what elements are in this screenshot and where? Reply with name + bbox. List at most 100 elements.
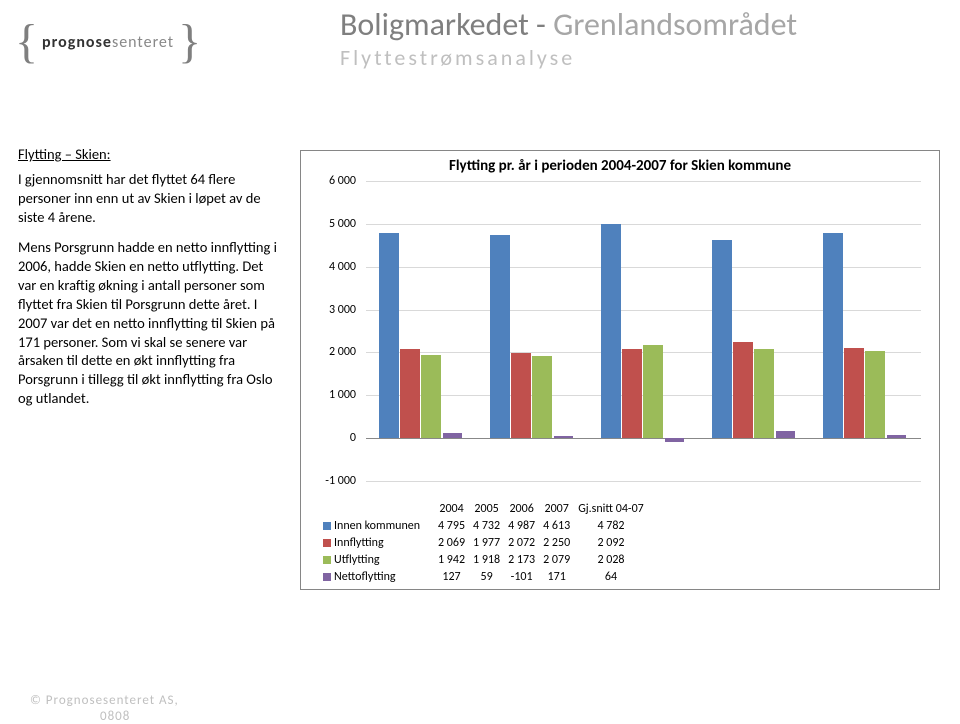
chart-bar: [622, 349, 641, 438]
y-tick-label: 4 000: [329, 260, 356, 274]
table-cell: 2 069: [434, 534, 469, 551]
chart-bar: [865, 351, 884, 438]
gridline: [366, 481, 921, 482]
series-name: Innen kommunen: [334, 519, 420, 533]
table-cell: -101: [504, 568, 539, 585]
table-row: Utflytting 1 9421 9182 1732 0792 028: [319, 551, 648, 568]
page-title: Boligmarkedet - Grenlandsområdet: [340, 5, 940, 44]
chart-title: Flytting pr. år i perioden 2004-2007 for…: [301, 151, 939, 177]
chart-container: Flytting pr. år i perioden 2004-2007 for…: [300, 150, 940, 590]
logo-bold: prognose: [42, 33, 112, 52]
legend-swatch-icon: [323, 573, 331, 581]
logo: { prognosesenteret }: [15, 28, 201, 57]
table-row: Innflytting2 0691 9772 0722 2502 092: [319, 534, 648, 551]
table-row: Nettoflytting 12759-10117164: [319, 568, 648, 585]
bar-group: [712, 181, 796, 481]
table-cell: 64: [574, 568, 648, 585]
chart-bar: [490, 235, 509, 438]
table-cell: [319, 500, 434, 517]
chart-bar: [733, 342, 752, 438]
table-cell: 2 072: [504, 534, 539, 551]
table-cell: 2 173: [504, 551, 539, 568]
bar-group: [823, 181, 907, 481]
chart-bar: [844, 348, 863, 438]
chart-bar: [400, 349, 419, 438]
series-label-cell: Nettoflytting: [319, 568, 434, 585]
body-paragraph-2: Mens Porsgrunn hadde en netto innflyttin…: [18, 238, 278, 408]
chart-bar: [643, 345, 662, 438]
section-label: Flytting – Skien:: [18, 145, 278, 164]
table-cell: 4 987: [504, 517, 539, 534]
table-cell: 1 918: [469, 551, 504, 568]
body-paragraph-1: I gjennomsnitt har det flyttet 64 flere …: [18, 170, 278, 227]
bar-group: [490, 181, 574, 481]
logo-text: prognosesenteret: [42, 33, 174, 52]
chart-data-table: 2004200520062007Gj.snitt 04-07Innen komm…: [319, 500, 648, 585]
y-tick-label: 5 000: [329, 217, 356, 231]
chart-bar: [601, 224, 620, 438]
footer-line-1: © Prognosesenteret AS,: [30, 693, 179, 708]
table-header-row: 2004200520062007Gj.snitt 04-07: [319, 500, 648, 517]
series-name: Utflytting: [334, 553, 380, 567]
bar-group: [379, 181, 463, 481]
y-tick-label: 0: [350, 431, 356, 445]
table-header-cell: 2004: [434, 500, 469, 517]
brace-right-icon: }: [178, 28, 201, 57]
series-label-cell: Innen kommunen: [319, 517, 434, 534]
legend-swatch-icon: [323, 539, 331, 547]
title-sep: -: [529, 5, 553, 44]
table-cell: 2 028: [574, 551, 648, 568]
y-tick-label: 2 000: [329, 345, 356, 359]
legend-swatch-icon: [323, 556, 331, 564]
series-label-cell: Innflytting: [319, 534, 434, 551]
table-cell: 4 782: [574, 517, 648, 534]
table-cell: 59: [469, 568, 504, 585]
chart-bar: [776, 431, 795, 438]
y-tick-label: 3 000: [329, 303, 356, 317]
y-tick-label: 6 000: [329, 174, 356, 188]
chart-bar: [379, 233, 398, 439]
y-tick-label: 1 000: [329, 388, 356, 402]
chart-bar: [421, 355, 440, 438]
table-cell: 4 732: [469, 517, 504, 534]
chart-bar: [665, 438, 684, 442]
table-row: Innen kommunen 4 7954 7324 9874 6134 782: [319, 517, 648, 534]
title-left: Boligmarkedet: [340, 5, 529, 44]
chart-plot-area: [366, 181, 921, 481]
body-text: Flytting – Skien: I gjennomsnitt har det…: [18, 145, 278, 420]
footer-line-2: 0808: [100, 709, 130, 724]
chart-bar: [887, 435, 906, 438]
table-header-cell: 2007: [539, 500, 574, 517]
footer: © Prognosesenteret AS,: [30, 693, 179, 708]
logo-light: senteret: [112, 33, 174, 52]
table-cell: 4 795: [434, 517, 469, 534]
table-cell: 127: [434, 568, 469, 585]
chart-bar: [511, 353, 530, 438]
legend-swatch-icon: [323, 522, 331, 530]
table-cell: 4 613: [539, 517, 574, 534]
chart-bar: [754, 349, 773, 438]
series-name: Nettoflytting: [334, 570, 396, 584]
chart-bar: [532, 356, 551, 438]
page-subtitle: Flyttestrømsanalyse: [340, 44, 940, 71]
brace-left-icon: {: [15, 28, 38, 57]
table-cell: 2 079: [539, 551, 574, 568]
chart-y-axis: -1 00001 0002 0003 0004 0005 0006 000: [301, 181, 361, 481]
series-label-cell: Utflytting: [319, 551, 434, 568]
page-header: Boligmarkedet - Grenlandsområdet Flyttes…: [340, 5, 940, 71]
table-cell: 2 250: [539, 534, 574, 551]
chart-bar: [554, 436, 573, 439]
chart-bar: [443, 433, 462, 438]
y-tick-label: -1 000: [325, 474, 356, 488]
table-cell: 1 942: [434, 551, 469, 568]
title-right: Grenlandsområdet: [553, 5, 797, 44]
table-cell: 1 977: [469, 534, 504, 551]
table-cell: 2 092: [574, 534, 648, 551]
table-cell: 171: [539, 568, 574, 585]
table-header-cell: 2006: [504, 500, 539, 517]
bar-group: [601, 181, 685, 481]
table-header-cell: 2005: [469, 500, 504, 517]
chart-bar: [712, 240, 731, 438]
table-header-cell: Gj.snitt 04-07: [574, 500, 648, 517]
chart-bar: [823, 233, 842, 438]
